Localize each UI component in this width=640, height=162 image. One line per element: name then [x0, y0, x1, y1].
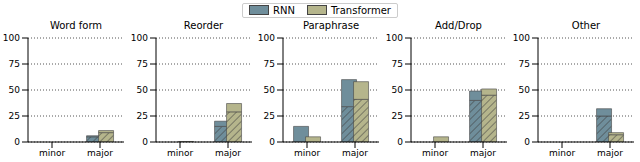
svg-text:100: 100: [8, 34, 20, 43]
svg-text:major: major: [342, 148, 368, 158]
svg-text:50: 50: [9, 85, 21, 95]
svg-text:major: major: [470, 148, 496, 158]
svg-text:minor: minor: [166, 148, 192, 158]
svg-text:minor: minor: [549, 148, 575, 158]
html-text:Paraphrase: Paraphrase: [302, 20, 360, 31]
svg-text:minor: minor: [294, 148, 320, 158]
svg-text:0: 0: [142, 137, 148, 147]
svg-text:minor: minor: [39, 148, 65, 158]
svg-text:50: 50: [136, 85, 148, 95]
html-text:Other: Other: [571, 20, 601, 31]
svg-text:minor: minor: [421, 148, 447, 158]
svg-text:50: 50: [519, 85, 531, 95]
svg-text:100: 100: [513, 34, 530, 43]
svg-text:0: 0: [524, 137, 530, 147]
svg-text:major: major: [597, 148, 623, 158]
svg-text:75: 75: [9, 59, 20, 69]
svg-text:major: major: [215, 148, 241, 158]
html-text:RNN: RNN: [273, 4, 295, 16]
svg-text:0: 0: [14, 137, 20, 147]
svg-text:25: 25: [9, 111, 20, 121]
svg-text:25: 25: [519, 111, 530, 121]
svg-text:50: 50: [264, 85, 276, 95]
svg-text:100: 100: [258, 34, 275, 43]
svg-text:25: 25: [136, 111, 147, 121]
svg-text:major: major: [87, 148, 113, 158]
svg-text:100: 100: [385, 34, 402, 43]
svg-text:25: 25: [264, 111, 275, 121]
html-text:Add/Drop: Add/Drop: [435, 20, 482, 31]
svg-text:0: 0: [397, 137, 403, 147]
svg-text:0: 0: [269, 137, 275, 147]
svg-text:50: 50: [391, 85, 403, 95]
svg-text:75: 75: [519, 59, 530, 69]
html-text:Reorder: Reorder: [183, 20, 224, 31]
svg-text:75: 75: [136, 59, 147, 69]
html-text:Word form: Word form: [49, 20, 103, 31]
svg-text:75: 75: [391, 59, 402, 69]
svg-text:75: 75: [264, 59, 275, 69]
svg-text:100: 100: [130, 34, 147, 43]
html-text:Transformer: Transformer: [331, 4, 391, 16]
svg-text:25: 25: [391, 111, 402, 121]
